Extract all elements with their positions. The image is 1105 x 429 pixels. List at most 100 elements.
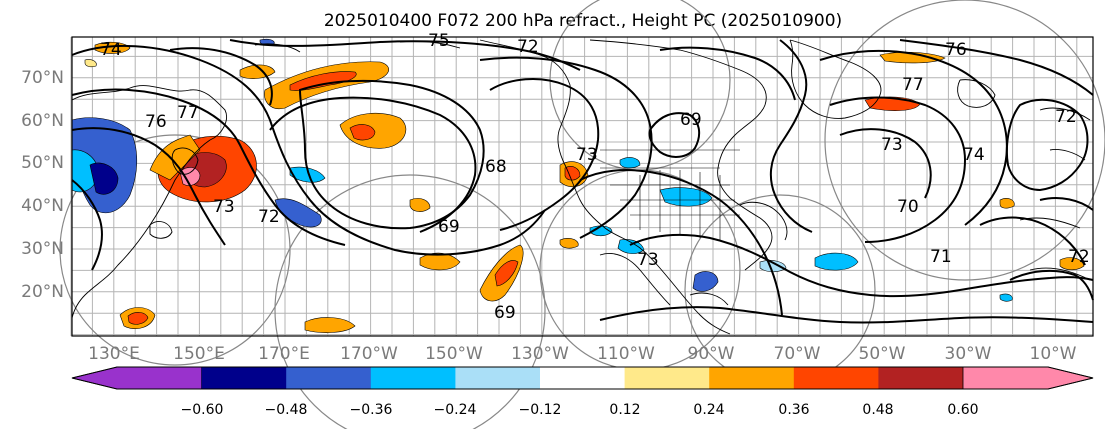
lon-label: 10°W: [1030, 344, 1077, 364]
political-borders: [600, 149, 740, 240]
lon-label: 30°W: [945, 344, 992, 364]
colorbar-labels: −0.60 −0.48 −0.36 −0.24 −0.12 0.12 0.24 …: [181, 402, 979, 418]
height-contour: [1009, 269, 1094, 301]
lat-label: 60°N: [21, 111, 64, 131]
contour-label: 72: [1068, 247, 1090, 267]
anomaly-fill: [564, 166, 581, 181]
anomaly-fill: [289, 71, 357, 91]
anomaly-fill: [999, 198, 1015, 209]
colorbar-segment: [286, 367, 372, 389]
height-contour: [71, 127, 226, 246]
lon-label: 150°W: [425, 344, 483, 364]
height-contour: [979, 216, 1086, 266]
height-contour: [489, 78, 600, 231]
colorbar-tick-label: 0.48: [862, 402, 893, 418]
contour-labels: 74 75 72 76 77 76 77 73 72 72 68 69 69 7…: [100, 31, 1090, 323]
coastlines: [71, 39, 1091, 335]
colorbar-segment: [455, 367, 541, 389]
range-ring: [824, 0, 1105, 281]
anomaly-fill: [127, 312, 149, 325]
colorbar-segment: [709, 367, 795, 389]
colorbar-segment: [962, 366, 1094, 390]
coastline: [149, 221, 173, 239]
height-contour: [599, 306, 1094, 324]
latitude-labels: 70°N 60°N 50°N 40°N 30°N 20°N: [21, 68, 64, 302]
colorbar-tick-label: 0.36: [778, 402, 809, 418]
lat-label: 50°N: [21, 153, 64, 173]
anomaly-fill: [149, 134, 201, 181]
colorbar-tick-label: −0.12: [519, 402, 562, 418]
anomaly-fill: [89, 162, 119, 195]
height-contours: [71, 39, 1094, 324]
map-frame: [71, 36, 1094, 337]
contour-label: 69: [680, 110, 702, 130]
anomaly-fill: [617, 239, 645, 254]
height-contour: [579, 169, 783, 316]
gridlines: [70, 37, 1093, 336]
lon-label: 130°W: [511, 344, 569, 364]
range-ring: [59, 134, 291, 366]
contour-label: 74: [963, 145, 985, 165]
contour-label: 70: [897, 197, 919, 217]
anomaly-fill: [494, 260, 519, 287]
coastline: [739, 201, 788, 241]
colorbar-segment: [71, 366, 202, 390]
lat-label: 20°N: [21, 282, 64, 302]
colorbar-segment: [540, 367, 626, 389]
anomaly-fill: [692, 271, 719, 292]
lat-label: 40°N: [21, 196, 64, 216]
anomaly-fill: [1059, 257, 1085, 271]
anomaly-fill: [349, 124, 376, 141]
colorbar-tick-label: 0.60: [947, 402, 978, 418]
height-contour: [839, 128, 932, 199]
height-contour: [648, 112, 701, 158]
anomaly-fill: [759, 260, 787, 273]
coastline: [1019, 107, 1091, 281]
contour-label: 73: [213, 197, 235, 217]
anomaly-fill: [179, 167, 201, 186]
anomaly-fill: [84, 59, 97, 68]
height-contour: [71, 44, 546, 256]
lon-label: 170°W: [340, 344, 398, 364]
height-contour: [829, 96, 967, 243]
contour-label: 72: [1055, 107, 1077, 127]
lon-label: 110°W: [597, 344, 655, 364]
lon-label: 50°W: [859, 344, 906, 364]
lon-label: 150°E: [173, 344, 225, 364]
contour-label: 69: [438, 217, 460, 237]
state-border: [600, 167, 740, 240]
contour-label: 71: [930, 247, 952, 267]
figure-title: 2025010400 F072 200 hPa refract., Height…: [324, 11, 842, 31]
coastline: [957, 79, 996, 108]
contour-label: 77: [902, 75, 924, 95]
colorbar-segment: [370, 367, 456, 389]
colorbar-tick-label: −0.48: [265, 402, 308, 418]
contour-label: 73: [881, 135, 903, 155]
colorbar-tick-label: 0.12: [609, 402, 640, 418]
anomaly-fill: [999, 293, 1013, 302]
height-contour: [71, 88, 346, 246]
coastline: [479, 39, 731, 335]
contour-label: 75: [428, 31, 450, 51]
contour-label: 73: [576, 145, 598, 165]
lon-label: 70°W: [774, 344, 821, 364]
anomaly-fill: [419, 252, 461, 271]
height-contour: [629, 233, 1094, 298]
contour-label: 69: [494, 303, 516, 323]
contour-label: 73: [637, 250, 659, 270]
anomaly-fill: [409, 198, 431, 212]
height-contour: [1039, 197, 1094, 211]
colorbar-segment: [624, 367, 710, 389]
coastline: [599, 253, 729, 306]
height-contour: [71, 179, 103, 271]
lon-label: 130°E: [88, 344, 140, 364]
longitude-labels: 130°E 150°E 170°E 170°W 150°W 130°W 110°…: [88, 344, 1077, 364]
height-contour: [659, 46, 796, 101]
contour-label: 74: [100, 40, 122, 60]
coastline: [789, 39, 882, 119]
height-contour: [769, 39, 813, 233]
anomaly-fill: [814, 252, 859, 271]
coastline: [71, 85, 227, 319]
range-ring: [274, 174, 546, 429]
